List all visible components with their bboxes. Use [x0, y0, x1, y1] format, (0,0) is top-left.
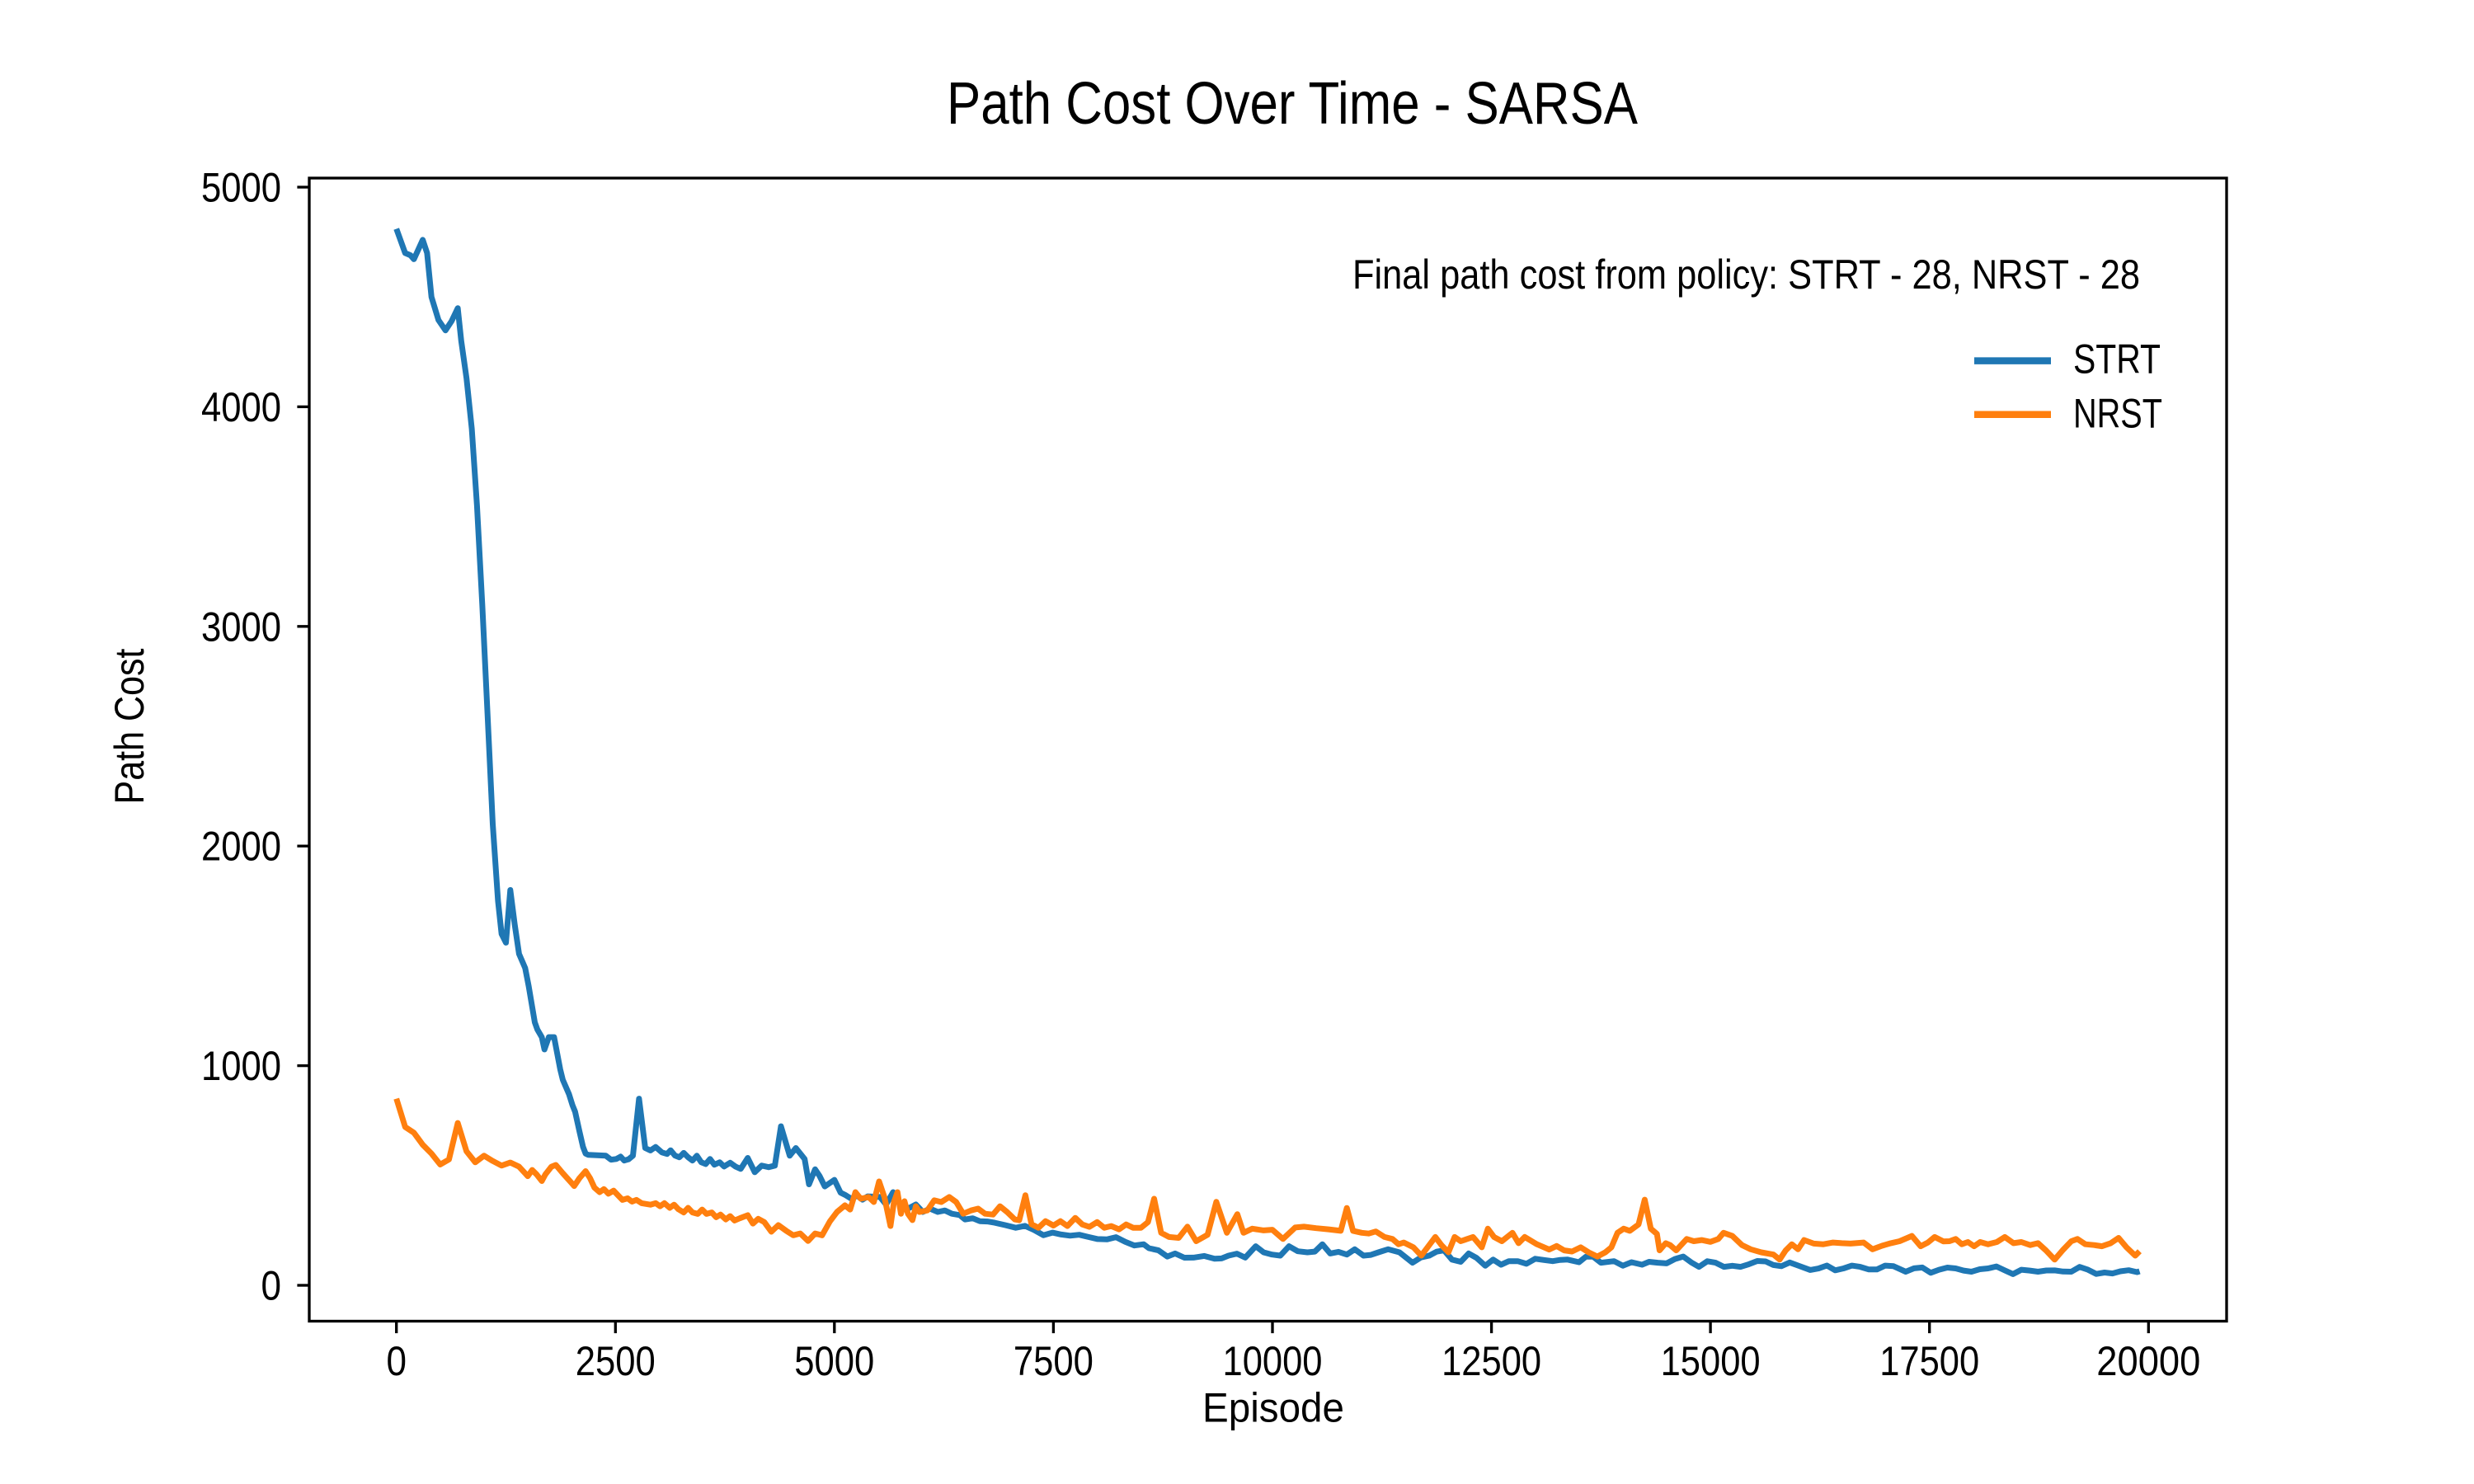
svg-text:5000: 5000	[201, 165, 281, 211]
svg-text:NRST: NRST	[2073, 391, 2162, 437]
svg-text:Episode: Episode	[1202, 1385, 1344, 1431]
svg-text:1000: 1000	[201, 1043, 281, 1089]
svg-text:17500: 17500	[1879, 1338, 1979, 1384]
svg-text:0: 0	[386, 1338, 407, 1384]
svg-text:15000: 15000	[1661, 1338, 1761, 1384]
svg-text:2500: 2500	[576, 1338, 656, 1384]
svg-text:2000: 2000	[201, 824, 281, 870]
svg-text:Path Cost Over Time - SARSA: Path Cost Over Time - SARSA	[947, 71, 1638, 137]
svg-text:12500: 12500	[1442, 1338, 1541, 1384]
svg-text:10000: 10000	[1223, 1338, 1323, 1384]
svg-text:3000: 3000	[201, 603, 281, 650]
svg-text:STRT: STRT	[2073, 336, 2161, 383]
svg-text:Final path cost from policy: S: Final path cost from policy: STRT - 28, …	[1352, 251, 2140, 298]
svg-text:0: 0	[261, 1263, 282, 1309]
svg-text:5000: 5000	[794, 1338, 874, 1384]
svg-text:20000: 20000	[2096, 1338, 2200, 1384]
svg-text:4000: 4000	[201, 384, 281, 430]
svg-text:Path Cost: Path Cost	[106, 648, 153, 804]
svg-text:7500: 7500	[1014, 1338, 1094, 1384]
